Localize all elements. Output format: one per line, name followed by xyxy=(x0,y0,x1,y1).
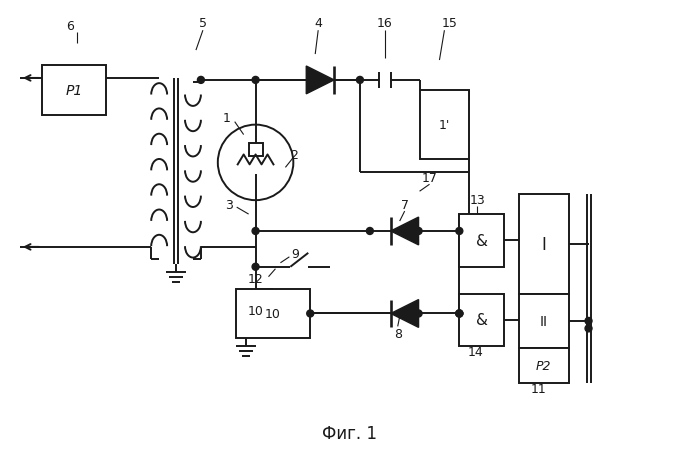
Circle shape xyxy=(415,310,422,317)
Text: 16: 16 xyxy=(377,17,393,30)
Text: 3: 3 xyxy=(225,198,233,211)
Bar xyxy=(459,215,504,267)
Bar xyxy=(519,294,569,349)
Circle shape xyxy=(456,228,463,235)
Bar xyxy=(42,66,106,116)
Circle shape xyxy=(585,318,592,325)
Text: &: & xyxy=(476,233,488,248)
Text: 11: 11 xyxy=(531,382,547,394)
Text: 14: 14 xyxy=(468,345,483,358)
Circle shape xyxy=(252,77,259,84)
Text: &: & xyxy=(476,313,488,328)
Text: II: II xyxy=(540,314,548,328)
Bar xyxy=(519,195,569,294)
Polygon shape xyxy=(391,300,419,328)
Text: 12: 12 xyxy=(247,273,264,286)
Text: 10: 10 xyxy=(265,307,281,320)
Circle shape xyxy=(307,310,314,317)
Text: 1: 1 xyxy=(223,112,231,125)
Text: 13: 13 xyxy=(469,193,485,206)
Text: 15: 15 xyxy=(442,17,457,30)
Bar xyxy=(236,289,310,339)
Circle shape xyxy=(406,310,413,317)
Text: 2: 2 xyxy=(291,149,298,162)
Bar xyxy=(419,91,469,160)
Circle shape xyxy=(456,310,463,317)
Polygon shape xyxy=(306,67,334,95)
Text: I: I xyxy=(541,235,546,253)
Text: 9: 9 xyxy=(291,248,299,261)
Circle shape xyxy=(415,228,422,235)
Circle shape xyxy=(585,325,592,332)
Text: 6: 6 xyxy=(66,20,73,33)
Circle shape xyxy=(252,264,259,271)
Polygon shape xyxy=(391,217,419,245)
Bar xyxy=(459,294,504,347)
Text: P1: P1 xyxy=(66,84,82,98)
Text: P2: P2 xyxy=(536,359,552,372)
Bar xyxy=(519,349,569,383)
Text: 17: 17 xyxy=(421,172,438,184)
Circle shape xyxy=(456,310,463,317)
Circle shape xyxy=(366,228,373,235)
Text: 10: 10 xyxy=(247,304,264,317)
Text: 7: 7 xyxy=(401,198,409,211)
Circle shape xyxy=(356,77,363,84)
Bar xyxy=(249,143,263,157)
Circle shape xyxy=(252,228,259,235)
Text: Фиг. 1: Фиг. 1 xyxy=(322,424,377,442)
Circle shape xyxy=(197,77,204,84)
Text: 1': 1' xyxy=(439,119,450,132)
Text: 4: 4 xyxy=(315,17,322,30)
Text: 8: 8 xyxy=(394,327,402,340)
Text: 5: 5 xyxy=(199,17,207,30)
Circle shape xyxy=(456,310,463,317)
